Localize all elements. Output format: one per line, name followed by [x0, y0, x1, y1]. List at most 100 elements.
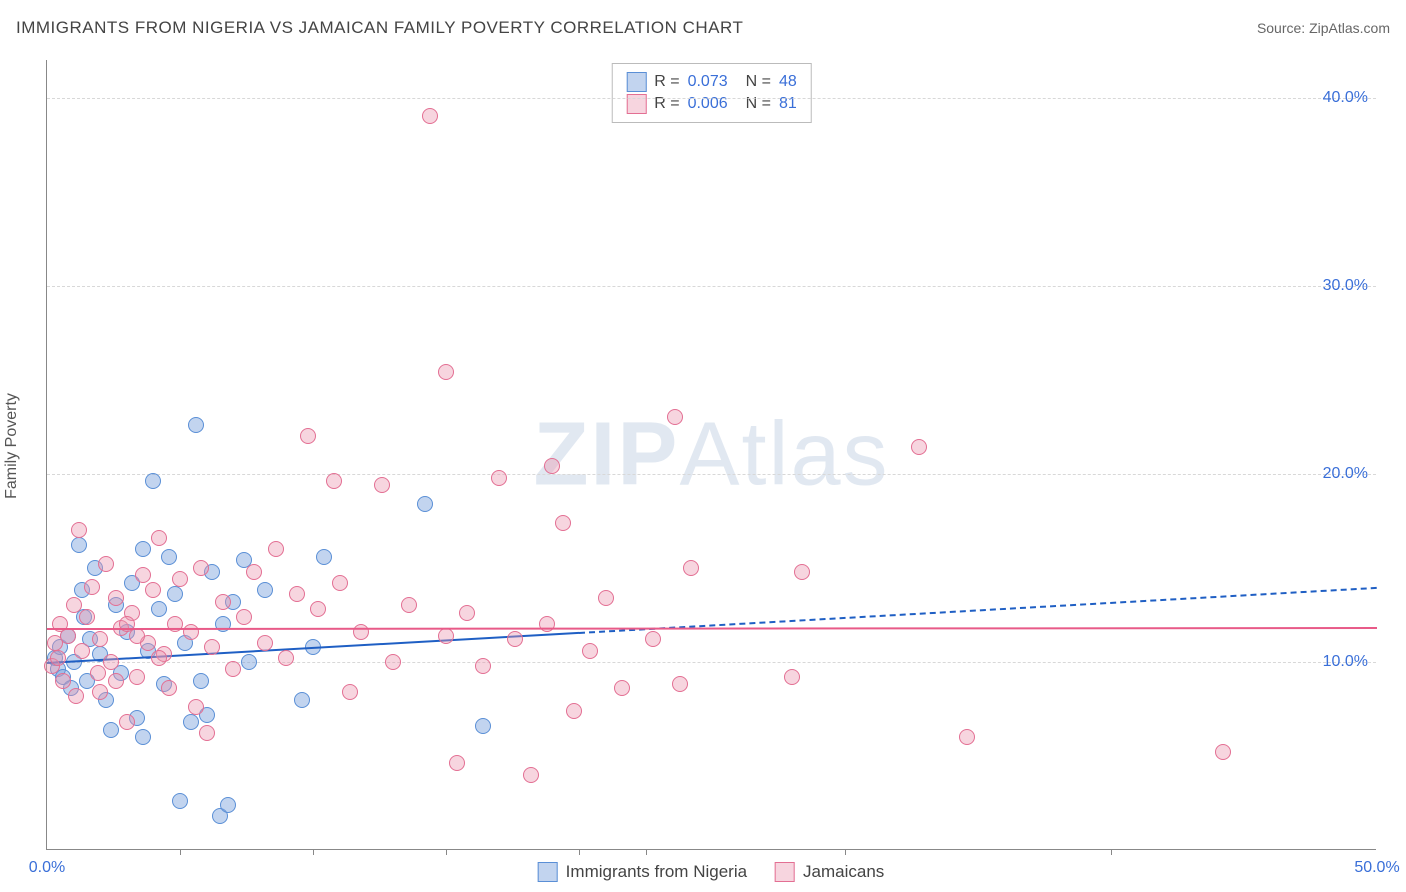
data-point-jamaica [374, 477, 390, 493]
gridline-h [47, 98, 1376, 99]
data-point-nigeria [188, 417, 204, 433]
data-point-jamaica [683, 560, 699, 576]
gridline-h [47, 474, 1376, 475]
watermark-rest: Atlas [679, 404, 889, 504]
data-point-jamaica [50, 650, 66, 666]
data-point-jamaica [68, 688, 84, 704]
data-point-jamaica [555, 515, 571, 531]
plot-area: ZIPAtlas R =0.073N =48R =0.006N =81 10.0… [46, 60, 1376, 850]
corr-legend-row-nigeria: R = 0.073 N = 48 [626, 72, 797, 92]
data-point-jamaica [193, 560, 209, 576]
data-point-nigeria [475, 718, 491, 734]
x-tick-mark [446, 849, 447, 855]
data-point-nigeria [241, 654, 257, 670]
legend-swatch-nigeria [626, 72, 646, 92]
data-point-jamaica [172, 571, 188, 587]
data-point-jamaica [491, 470, 507, 486]
data-point-jamaica [236, 609, 252, 625]
data-point-jamaica [598, 590, 614, 606]
data-point-nigeria [220, 797, 236, 813]
data-point-nigeria [316, 549, 332, 565]
data-point-nigeria [71, 537, 87, 553]
data-point-jamaica [90, 665, 106, 681]
x-tick-mark [579, 849, 580, 855]
y-tick-label: 40.0% [1323, 89, 1368, 107]
gridline-h [47, 286, 1376, 287]
x-tick-mark [180, 849, 181, 855]
data-point-jamaica [119, 714, 135, 730]
data-point-jamaica [449, 755, 465, 771]
data-point-jamaica [475, 658, 491, 674]
data-point-jamaica [161, 680, 177, 696]
y-tick-label: 20.0% [1323, 465, 1368, 483]
data-point-jamaica [342, 684, 358, 700]
data-point-jamaica [145, 582, 161, 598]
data-point-jamaica [92, 631, 108, 647]
data-point-jamaica [385, 654, 401, 670]
data-point-jamaica [401, 597, 417, 613]
data-point-nigeria [167, 586, 183, 602]
data-point-jamaica [667, 409, 683, 425]
data-point-jamaica [199, 725, 215, 741]
data-point-nigeria [183, 714, 199, 730]
data-point-nigeria [103, 722, 119, 738]
data-point-jamaica [645, 631, 661, 647]
data-point-jamaica [300, 428, 316, 444]
corr-n-label: N = [746, 73, 771, 91]
data-point-jamaica [268, 541, 284, 557]
data-point-jamaica [92, 684, 108, 700]
chart-title: IMMIGRANTS FROM NIGERIA VS JAMAICAN FAMI… [16, 18, 743, 38]
data-point-jamaica [66, 597, 82, 613]
data-point-jamaica [135, 567, 151, 583]
watermark: ZIPAtlas [533, 403, 889, 506]
data-point-jamaica [183, 624, 199, 640]
data-point-jamaica [523, 767, 539, 783]
legend-label: Immigrants from Nigeria [566, 862, 747, 882]
data-point-jamaica [353, 624, 369, 640]
data-point-jamaica [310, 601, 326, 617]
data-point-nigeria [145, 473, 161, 489]
data-point-jamaica [151, 530, 167, 546]
data-point-jamaica [84, 579, 100, 595]
data-point-jamaica [582, 643, 598, 659]
data-point-nigeria [151, 601, 167, 617]
data-point-jamaica [289, 586, 305, 602]
data-point-jamaica [129, 669, 145, 685]
trend-line [47, 627, 1377, 630]
data-point-jamaica [438, 628, 454, 644]
plot-wrap: ZIPAtlas R =0.073N =48R =0.006N =81 10.0… [46, 60, 1376, 850]
x-tick-label: 50.0% [1354, 859, 1399, 877]
x-tick-label: 0.0% [29, 859, 65, 877]
corr-r-value: 0.073 [688, 73, 728, 91]
data-point-jamaica [784, 669, 800, 685]
data-point-nigeria [294, 692, 310, 708]
y-axis-title: Family Poverty [3, 393, 21, 499]
data-point-nigeria [257, 582, 273, 598]
data-point-jamaica [188, 699, 204, 715]
data-point-jamaica [79, 609, 95, 625]
data-point-nigeria [161, 549, 177, 565]
data-point-jamaica [246, 564, 262, 580]
data-point-jamaica [215, 594, 231, 610]
x-tick-mark [313, 849, 314, 855]
data-point-jamaica [566, 703, 582, 719]
data-point-jamaica [55, 673, 71, 689]
x-tick-mark [646, 849, 647, 855]
corr-n-value: 48 [779, 73, 797, 91]
x-tick-mark [1111, 849, 1112, 855]
data-point-jamaica [257, 635, 273, 651]
data-point-jamaica [278, 650, 294, 666]
corr-r-label: R = [654, 73, 679, 91]
data-point-jamaica [614, 680, 630, 696]
data-point-jamaica [672, 676, 688, 692]
data-point-jamaica [98, 556, 114, 572]
data-point-jamaica [1215, 744, 1231, 760]
legend-swatch-jamaica [775, 862, 795, 882]
data-point-jamaica [108, 590, 124, 606]
data-point-jamaica [507, 631, 523, 647]
data-point-jamaica [911, 439, 927, 455]
legend-label: Jamaicans [803, 862, 884, 882]
data-point-jamaica [438, 364, 454, 380]
data-point-jamaica [544, 458, 560, 474]
data-point-nigeria [135, 729, 151, 745]
